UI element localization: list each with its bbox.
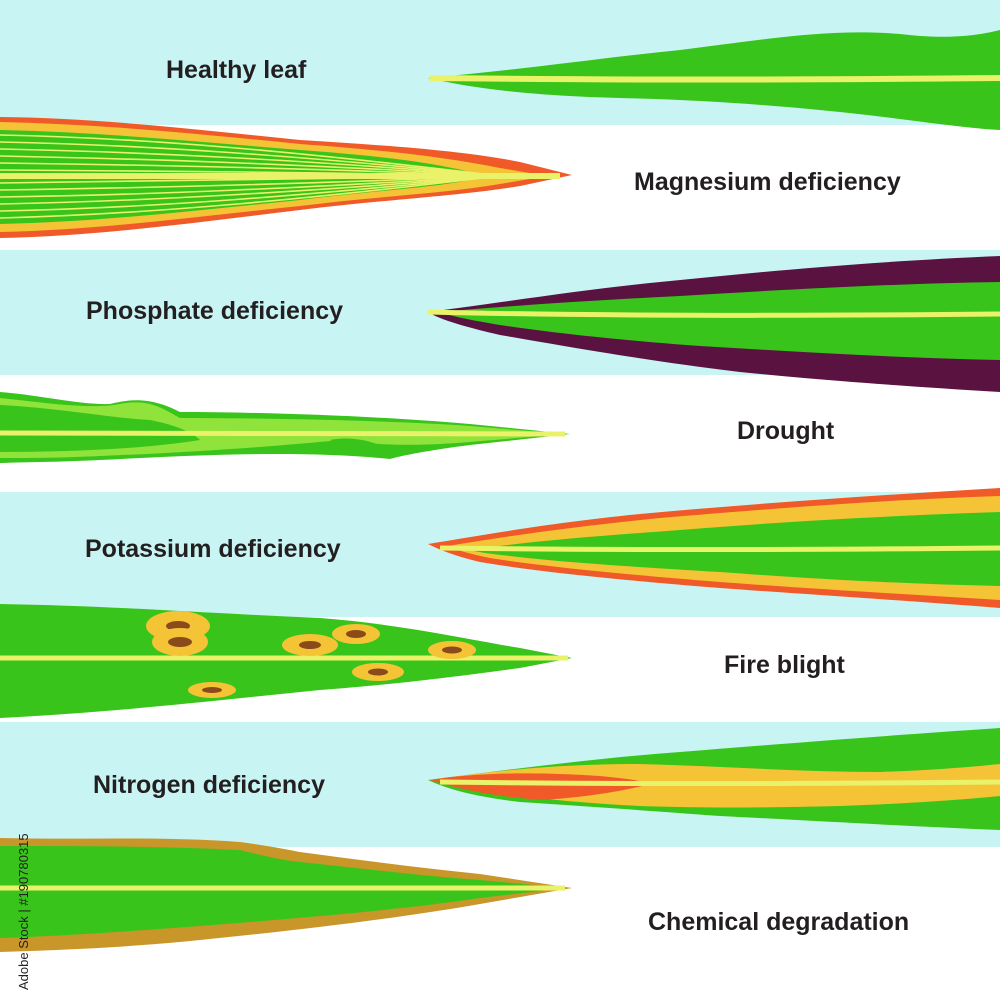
stock-name: Adobe Stock: [16, 916, 31, 990]
stock-id: #190780315: [16, 833, 31, 905]
label-magnesium-deficiency: Magnesium deficiency: [634, 168, 901, 196]
nitrogen-leaf: [428, 728, 1000, 830]
labels: Healthy leaf Magnesium deficiency Phosph…: [85, 56, 909, 936]
healthy-leaf: [428, 30, 1000, 130]
drought-leaf: [0, 392, 570, 463]
label-healthy-leaf: Healthy leaf: [166, 56, 307, 84]
magnesium-leaf: [0, 117, 572, 238]
label-nitrogen-deficiency: Nitrogen deficiency: [93, 771, 325, 799]
label-potassium-deficiency: Potassium deficiency: [85, 535, 341, 563]
phosphate-leaf: [427, 256, 1000, 392]
label-fire-blight: Fire blight: [724, 651, 846, 679]
potassium-leaf: [428, 488, 1000, 608]
chemical-leaf: [0, 838, 572, 952]
label-phosphate-deficiency: Phosphate deficiency: [86, 297, 343, 325]
label-chemical-degradation: Chemical degradation: [648, 908, 909, 936]
fire-blight-leaf: [0, 604, 572, 718]
stock-separator: |: [16, 906, 31, 913]
blight-spots: [146, 611, 476, 698]
label-drought: Drought: [737, 417, 835, 445]
stock-id-watermark: Adobe Stock | #190780315: [16, 833, 31, 990]
